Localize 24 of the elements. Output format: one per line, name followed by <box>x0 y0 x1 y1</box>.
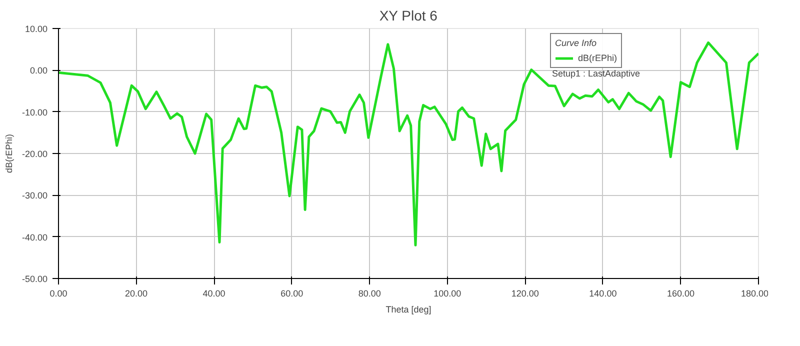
x-tick-label: 20.00 <box>125 288 148 298</box>
y-tick-label: -50.00 <box>22 274 48 284</box>
x-tick-label: 0.00 <box>50 288 68 298</box>
annotation: Setup1 : LastAdaptive <box>552 68 640 78</box>
line-series <box>58 41 758 246</box>
y-axis-title: dB(rEPhi) <box>4 134 14 174</box>
x-tick-label: 100.00 <box>434 288 462 298</box>
x-tick-label: 60.00 <box>280 288 304 298</box>
y-tick-label: -10.00 <box>22 107 48 118</box>
x-tick-label: 140.00 <box>589 288 617 298</box>
y-tick-label: -20.00 <box>22 149 48 159</box>
x-tick-label: 40.00 <box>202 288 226 298</box>
legend-label: dB(rEPhi) <box>578 53 618 63</box>
chart-title: XY Plot 6 <box>379 8 438 24</box>
y-tick-label: -30.00 <box>22 190 48 201</box>
y-tick-label: -40.00 <box>22 232 48 242</box>
legend-title: Curve Info <box>555 38 598 48</box>
x-tick-label: 80.00 <box>358 288 381 298</box>
x-tick-label: 180.00 <box>740 288 769 298</box>
x-axis-title: Theta [deg] <box>386 304 432 314</box>
x-tick-label: 120.00 <box>511 288 539 298</box>
x-tick-label: 160.00 <box>666 288 694 298</box>
y-tick-label: 10.00 <box>24 24 48 34</box>
y-tick-label: 0.00 <box>30 66 48 76</box>
